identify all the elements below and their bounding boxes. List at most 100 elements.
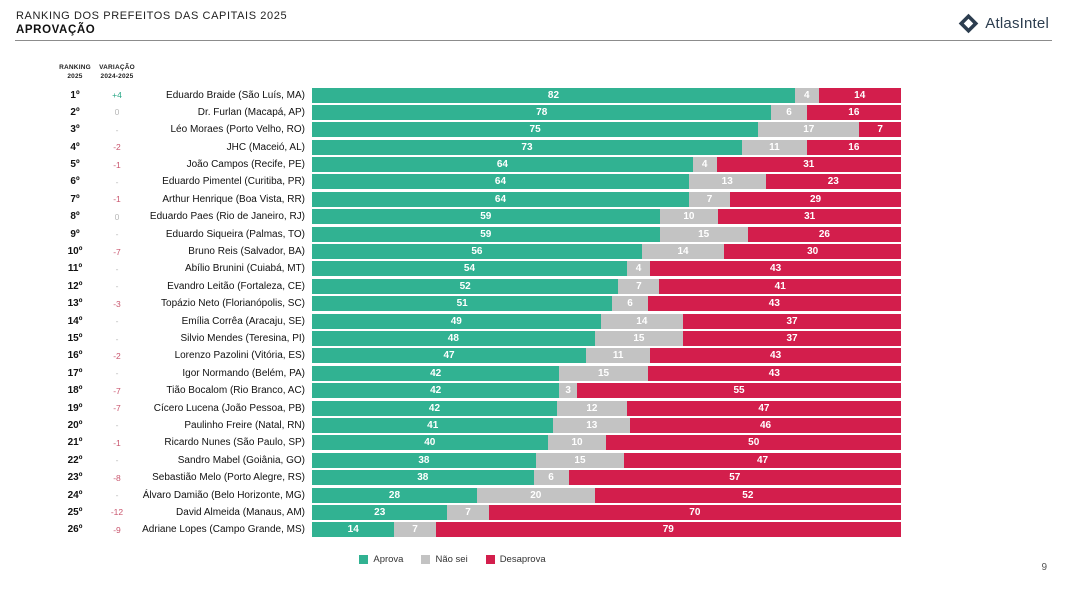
legend-label: Aprova — [373, 554, 404, 565]
nao-sei-segment: 4 — [794, 87, 819, 103]
aprova-segment: 42 — [312, 365, 560, 381]
mayor-name: Silvio Mendes (Teresina, PI) — [180, 333, 306, 344]
approval-stacked-bar: 42 3 55 — [312, 383, 901, 399]
aprova-value: 51 — [456, 298, 468, 310]
nao-sei-value: 3 — [565, 385, 571, 397]
nao-sei-value: 6 — [627, 298, 633, 310]
rank-label: 7º — [70, 193, 80, 205]
table-row: 9º - Eduardo Siqueira (Palmas, TO) 59 15… — [56, 226, 905, 242]
desaprova-value: 16 — [848, 106, 860, 118]
aprova-value: 59 — [480, 228, 492, 240]
aprova-segment: 40 — [312, 435, 548, 451]
nao-sei-value: 15 — [574, 454, 586, 466]
nao-sei-segment: 14 — [641, 244, 725, 260]
desaprova-segment: 23 — [765, 174, 901, 190]
desaprova-value: 43 — [770, 263, 782, 275]
variation-label: - — [115, 420, 119, 431]
mayor-name: Adriane Lopes (Campo Grande, MS) — [142, 524, 305, 536]
aprova-segment: 82 — [312, 87, 795, 103]
table-row: 10º -7 Bruno Reis (Salvador, BA) 56 14 3… — [56, 244, 905, 260]
aprova-segment: 59 — [312, 226, 660, 242]
table-row: 3º - Léo Moraes (Porto Velho, RO) 75 17 … — [56, 122, 905, 138]
table-row: 21º -1 Ricardo Nunes (São Paulo, SP) 40 … — [56, 435, 905, 451]
aprova-value: 28 — [388, 489, 401, 501]
legend-swatch-icon — [359, 555, 369, 564]
brand-logo: AtlasIntel — [958, 13, 1049, 34]
nao-sei-value: 13 — [721, 176, 733, 188]
mayor-name: Dr. Furlan (Macapá, AP) — [197, 106, 305, 118]
nao-sei-value: 15 — [633, 333, 645, 344]
nao-sei-value: 13 — [586, 419, 598, 431]
variation-label: 0 — [114, 107, 120, 118]
desaprova-segment: 52 — [594, 487, 901, 503]
rank-label: 12º — [67, 280, 83, 292]
rank-label: 25º — [67, 506, 83, 518]
aprova-value: 49 — [450, 315, 462, 327]
nao-sei-segment: 3 — [559, 383, 578, 399]
approval-stacked-bar: 14 7 79 — [312, 522, 901, 538]
table-row: 8º 0 Eduardo Paes (Rio de Janeiro, RJ) 5… — [56, 209, 905, 225]
nao-sei-value: 7 — [465, 506, 471, 518]
desaprova-segment: 37 — [683, 331, 901, 346]
rank-label: 16º — [67, 350, 83, 362]
mayor-name: Paulinho Freire (Natal, RN) — [184, 419, 305, 431]
nao-sei-segment: 12 — [556, 400, 627, 416]
nao-sei-segment: 7 — [394, 522, 436, 538]
rank-label: 14º — [67, 315, 83, 327]
desaprova-value: 29 — [810, 193, 822, 205]
aprova-value: 42 — [430, 367, 442, 379]
table-row: 17º - Igor Normando (Belém, PA) 42 15 43 — [56, 365, 905, 381]
mayor-name: Eduardo Siqueira (Palmas, TO) — [165, 228, 305, 240]
approval-stacked-bar: 56 14 30 — [312, 244, 901, 260]
aprova-segment: 64 — [312, 174, 689, 190]
aprova-segment: 59 — [312, 209, 660, 225]
approval-stacked-bar: 47 11 43 — [312, 348, 901, 364]
aprova-value: 48 — [447, 333, 459, 344]
approval-stacked-bar: 59 15 26 — [312, 226, 901, 242]
aprova-value: 42 — [428, 402, 441, 414]
variation-label: +4 — [112, 90, 122, 101]
column-header-ranking: RANKING 2025 — [56, 64, 94, 82]
desaprova-segment: 37 — [683, 313, 901, 329]
approval-stacked-bar: 38 15 47 — [312, 452, 901, 468]
column-header-ranking-line2: 2025 — [67, 72, 83, 80]
approval-stacked-bar: 64 13 23 — [312, 174, 901, 190]
rank-label: 13º — [67, 298, 83, 310]
variation-label: -2 — [113, 350, 121, 361]
desaprova-segment: 16 — [806, 104, 901, 120]
nao-sei-value: 11 — [769, 141, 780, 153]
nao-sei-segment: 7 — [618, 278, 660, 294]
table-row: 25º -12 David Almeida (Manaus, AM) 23 7 … — [56, 504, 905, 520]
desaprova-segment: 47 — [624, 452, 901, 468]
rank-label: 20º — [67, 419, 83, 431]
desaprova-segment: 43 — [647, 365, 901, 381]
approval-stacked-bar: 52 7 41 — [312, 278, 901, 294]
page-title: RANKING DOS PREFEITOS DAS CAPITAIS 2025 — [16, 10, 288, 22]
table-row: 7º -1 Arthur Henrique (Boa Vista, RR) 64… — [56, 191, 905, 207]
nao-sei-value: 17 — [803, 124, 815, 136]
approval-stacked-bar: 75 17 7 — [312, 122, 901, 138]
desaprova-value: 57 — [729, 472, 741, 484]
mayor-name: Eduardo Paes (Rio de Janeiro, RJ) — [149, 211, 305, 223]
approval-stacked-bar: 73 11 16 — [312, 139, 901, 155]
aprova-segment: 54 — [312, 261, 627, 277]
nao-sei-value: 7 — [636, 280, 642, 292]
desaprova-value: 26 — [818, 228, 830, 240]
table-row: 14º - Emília Corrêa (Aracaju, SE) 49 14 … — [56, 313, 905, 329]
mayor-name: João Campos (Recife, PE) — [186, 159, 305, 171]
rank-label: 5º — [70, 159, 80, 171]
desaprova-value: 70 — [689, 506, 701, 518]
desaprova-segment: 30 — [724, 244, 901, 260]
desaprova-segment: 7 — [859, 122, 901, 138]
approval-stacked-bar: 40 10 50 — [312, 435, 901, 451]
nao-sei-value: 4 — [701, 159, 708, 171]
desaprova-value: 50 — [748, 437, 760, 449]
mayor-name: Sandro Mabel (Goiânia, GO) — [177, 454, 305, 466]
nao-sei-value: 14 — [677, 246, 689, 258]
desaprova-segment: 55 — [577, 383, 901, 399]
aprova-value: 59 — [480, 211, 492, 223]
nao-sei-value: 15 — [597, 367, 610, 379]
nao-sei-segment: 7 — [688, 191, 731, 207]
mayor-name: JHC (Maceió, AL) — [226, 141, 305, 153]
slide-header: RANKING DOS PREFEITOS DAS CAPITAIS 2025 … — [16, 10, 287, 36]
